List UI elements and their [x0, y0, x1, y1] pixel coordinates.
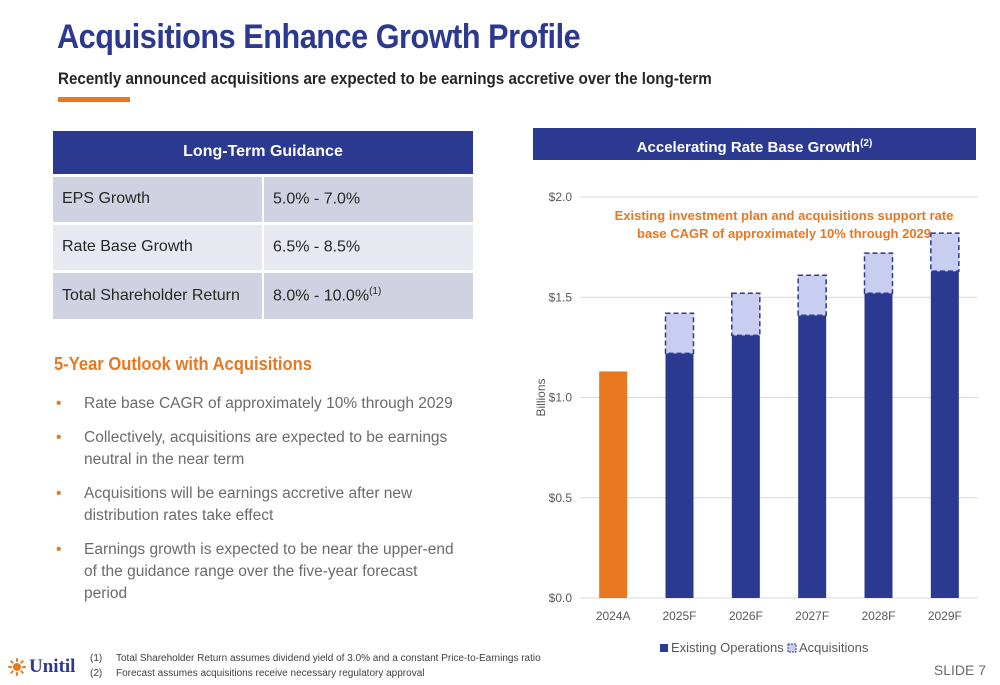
- bullet-icon: •: [56, 429, 62, 446]
- bullet-icon: •: [56, 485, 62, 502]
- list-item: • Earnings growth is expected to be near …: [56, 541, 454, 602]
- x-tick-label: 2026F: [729, 609, 763, 623]
- x-tick-label: 2024A: [596, 609, 631, 623]
- bullet-icon: •: [56, 541, 62, 558]
- x-tick-label: 2028F: [861, 609, 895, 623]
- guidance-table: Long-Term Guidance EPS Growth 5.0% - 7.0…: [53, 131, 473, 319]
- footnote-ref: (1): [369, 286, 382, 298]
- guidance-label: Rate Base Growth: [53, 221, 264, 271]
- x-tick-label: 2029F: [928, 609, 962, 623]
- outlook-heading: 5-Year Outlook with Acquisitions: [54, 354, 312, 374]
- y-tick-label: $0.5: [549, 491, 573, 505]
- guidance-label: EPS Growth: [53, 173, 264, 223]
- y-tick-label: $0.0: [549, 591, 573, 605]
- bar-existing-operations: [599, 371, 628, 598]
- guidance-table-header: Long-Term Guidance: [53, 131, 473, 175]
- x-tick-label: 2025F: [662, 609, 696, 623]
- bar-existing-operations: [864, 293, 893, 598]
- guidance-value: 8.0% - 10.0%(1): [263, 269, 473, 319]
- footnote-ref: (2): [860, 138, 873, 149]
- footnote: (1) Total Shareholder Return assumes divi…: [90, 653, 541, 664]
- y-tick-label: $1.5: [549, 290, 573, 304]
- accent-bar: [58, 97, 130, 102]
- guidance-value: 6.5% - 8.5%: [263, 221, 473, 271]
- legend-label: Existing Operations: [671, 640, 784, 655]
- footnote: (2) Forecast assumes acquisitions receive…: [90, 668, 425, 679]
- y-tick-label: $2.0: [549, 190, 573, 204]
- bar-existing-operations: [731, 335, 760, 598]
- company-logo: Unitil: [8, 656, 75, 678]
- page-title: Acquisitions Enhance Growth Profile: [57, 18, 581, 56]
- page-subtitle: Recently announced acquisitions are expe…: [58, 70, 712, 88]
- bar-acquisitions: [664, 312, 695, 355]
- outlook-bullets: • Rate base CAGR of approximately 10% thr…: [54, 393, 464, 617]
- sun-logo-icon: [8, 658, 26, 676]
- legend-swatch-acquisitions: [787, 643, 797, 653]
- bar-acquisitions: [930, 232, 960, 272]
- bar-acquisitions: [863, 252, 894, 294]
- logo-text: Unitil: [29, 656, 76, 677]
- table-row: EPS Growth 5.0% - 7.0%: [53, 173, 473, 223]
- list-item: • Collectively, acquisitions are expected…: [56, 429, 448, 468]
- chart-annotation: base CAGR of approximately 10% through 2…: [637, 226, 931, 241]
- table-row: Total Shareholder Return 8.0% - 10.0%(1): [53, 269, 473, 319]
- table-row: Rate Base Growth 6.5% - 8.5%: [53, 221, 473, 271]
- legend-label: Acquisitions: [799, 640, 869, 655]
- y-tick-label: $1.0: [549, 391, 573, 405]
- bar-existing-operations: [665, 353, 694, 598]
- legend-swatch-existing: [660, 644, 668, 652]
- footnotes: (1) Total Shareholder Return assumes divi…: [90, 651, 541, 681]
- list-item: • Rate base CAGR of approximately 10% thr…: [54, 393, 464, 415]
- slide-number: SLIDE 7: [933, 662, 986, 678]
- bar-existing-operations: [798, 315, 827, 598]
- y-axis-label: Billions: [534, 378, 548, 416]
- bar-existing-operations: [930, 271, 959, 598]
- x-tick-label: 2027F: [795, 609, 829, 623]
- guidance-label: Total Shareholder Return: [53, 269, 264, 319]
- chart-title: Accelerating Rate Base Growth(2): [533, 128, 976, 160]
- guidance-value: 5.0% - 7.0%: [263, 173, 473, 223]
- rate-base-chart: $0.0 $0.5 $1.0 $1.5 $2.0 Billions 2024A 2025F 20…: [534, 190, 978, 655]
- chart-annotation: Existing investment plan and acquisition…: [615, 208, 954, 223]
- bar-acquisitions: [797, 274, 827, 317]
- bullet-icon: •: [56, 395, 62, 412]
- bar-acquisitions: [731, 292, 761, 337]
- list-item: • Acquisitions will be earnings accretive…: [56, 485, 413, 524]
